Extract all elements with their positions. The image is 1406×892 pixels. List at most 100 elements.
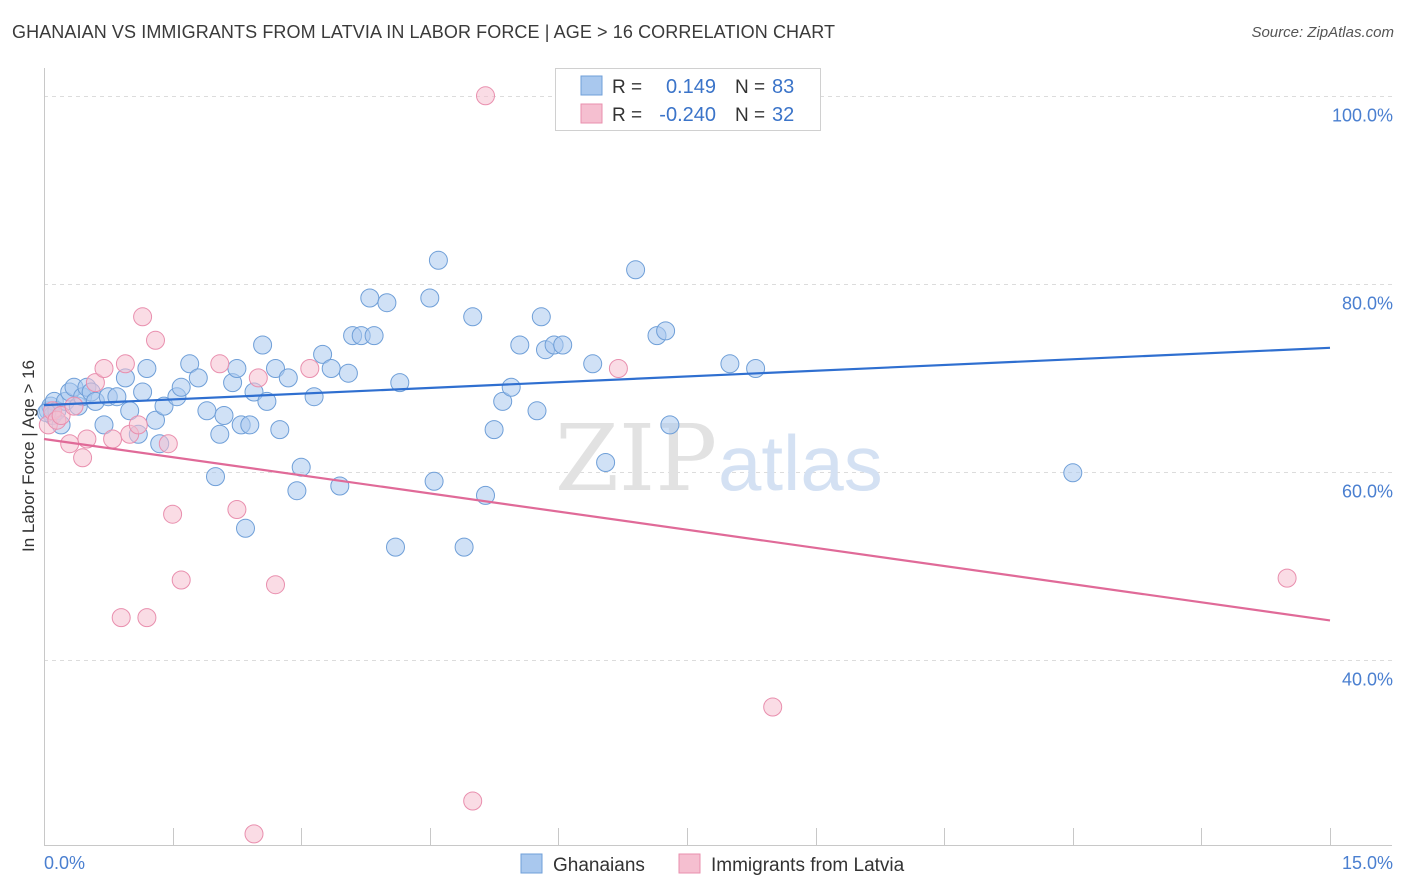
- stats-blue-swatch: [580, 75, 603, 96]
- point-ghanaians: [1063, 463, 1083, 483]
- point-ghanaians: [656, 321, 676, 341]
- point-ghanaians: [596, 453, 616, 472]
- stats-n-value-1: 83: [772, 76, 794, 98]
- stats-n-value-2: 32: [772, 104, 794, 126]
- watermark-atlas: atlas: [718, 419, 883, 507]
- point-latvia: [64, 396, 84, 416]
- y-axis-title: In Labor Force | Age > 16: [19, 360, 38, 552]
- series-immigrants-from-latvia: [38, 86, 1297, 844]
- point-latvia: [266, 575, 285, 595]
- point-latvia: [608, 359, 628, 378]
- point-ghanaians: [197, 401, 217, 421]
- point-ghanaians: [188, 368, 208, 388]
- point-latvia: [133, 307, 153, 327]
- point-ghanaians: [236, 518, 255, 538]
- point-latvia: [244, 824, 264, 844]
- point-ghanaians: [313, 344, 333, 364]
- point-latvia: [300, 359, 320, 378]
- legend-swatch-ghanaians: [520, 853, 543, 874]
- point-latvia: [476, 86, 495, 106]
- point-latvia: [210, 354, 230, 374]
- point-latvia: [463, 791, 483, 811]
- point-ghanaians: [510, 335, 530, 355]
- point-ghanaians: [420, 288, 440, 308]
- stats-n-label-2: N =: [735, 105, 765, 126]
- point-ghanaians: [206, 467, 225, 487]
- point-ghanaians: [137, 359, 157, 378]
- point-latvia: [763, 697, 783, 717]
- trend-lines: [43, 346, 1331, 622]
- trendline-latvia: [43, 437, 1331, 622]
- point-ghanaians: [377, 293, 397, 313]
- point-ghanaians: [660, 415, 680, 435]
- point-latvia: [51, 406, 71, 425]
- point-ghanaians: [270, 420, 290, 440]
- legend: Ghanaians Immigrants from Latvia: [520, 853, 905, 876]
- point-ghanaians: [364, 326, 384, 346]
- point-ghanaians: [257, 391, 277, 411]
- point-ghanaians: [338, 363, 358, 383]
- point-ghanaians: [390, 373, 410, 393]
- x-tick-label-max: 15.0%: [1342, 853, 1393, 873]
- point-ghanaians: [531, 307, 551, 327]
- point-latvia: [1277, 568, 1297, 588]
- point-ghanaians: [626, 260, 646, 280]
- point-latvia: [163, 504, 183, 524]
- point-ghanaians: [304, 387, 324, 407]
- point-ghanaians: [386, 537, 405, 557]
- point-ghanaians: [553, 335, 573, 355]
- point-ghanaians: [171, 377, 191, 397]
- x-tick-label-min: 0.0%: [44, 853, 85, 873]
- x-axis-ticks: [44, 828, 1331, 845]
- stats-r-value-2: -0.240: [659, 104, 716, 126]
- legend-label-ghanaians: Ghanaians: [553, 855, 645, 876]
- point-latvia: [73, 448, 93, 468]
- point-ghanaians: [210, 424, 230, 444]
- chart-source: Source: ZipAtlas.com: [1251, 24, 1394, 41]
- stats-r-label-2: R =: [612, 105, 642, 126]
- y-tick-label: 60.0%: [1342, 482, 1393, 502]
- chart-title: GHANAIAN VS IMMIGRANTS FROM LATVIA IN LA…: [12, 22, 836, 42]
- point-ghanaians: [133, 382, 153, 402]
- trendline-ghanaians: [43, 346, 1331, 407]
- point-ghanaians: [287, 481, 307, 501]
- point-latvia: [137, 608, 157, 628]
- point-latvia: [103, 429, 123, 449]
- point-ghanaians: [214, 406, 234, 425]
- point-latvia: [248, 368, 268, 388]
- point-ghanaians: [463, 307, 483, 327]
- legend-label-latvia: Immigrants from Latvia: [711, 855, 905, 876]
- point-ghanaians: [94, 415, 114, 435]
- point-ghanaians: [154, 396, 174, 416]
- point-ghanaians: [180, 354, 200, 374]
- point-ghanaians: [360, 288, 380, 308]
- y-tick-label: 80.0%: [1342, 294, 1393, 314]
- point-ghanaians: [501, 377, 521, 397]
- point-ghanaians: [253, 335, 273, 355]
- watermark-zip: ZIP: [555, 405, 717, 512]
- legend-swatch-latvia: [678, 853, 701, 874]
- point-latvia: [94, 359, 114, 378]
- point-latvia: [115, 354, 135, 374]
- point-ghanaians: [278, 368, 298, 388]
- series-ghanaians: [37, 250, 1083, 557]
- stats-n-label-1: N =: [735, 77, 765, 98]
- point-ghanaians: [266, 359, 285, 378]
- stats-r-value-1: 0.149: [666, 76, 716, 98]
- point-ghanaians: [240, 415, 260, 435]
- point-ghanaians: [424, 471, 444, 491]
- point-ghanaians: [227, 359, 247, 378]
- point-latvia: [128, 415, 148, 435]
- point-latvia: [227, 500, 247, 519]
- point-latvia: [85, 373, 105, 393]
- stats-r-label-1: R =: [612, 77, 642, 98]
- point-ghanaians: [493, 391, 513, 411]
- point-ghanaians: [583, 354, 603, 374]
- y-tick-labels: 100.0% 80.0% 60.0% 40.0%: [1332, 106, 1393, 690]
- point-latvia: [111, 608, 131, 628]
- point-ghanaians: [454, 537, 474, 557]
- y-tick-label: 100.0%: [1332, 106, 1393, 126]
- stats-pink-swatch: [580, 103, 603, 124]
- point-ghanaians: [746, 359, 766, 378]
